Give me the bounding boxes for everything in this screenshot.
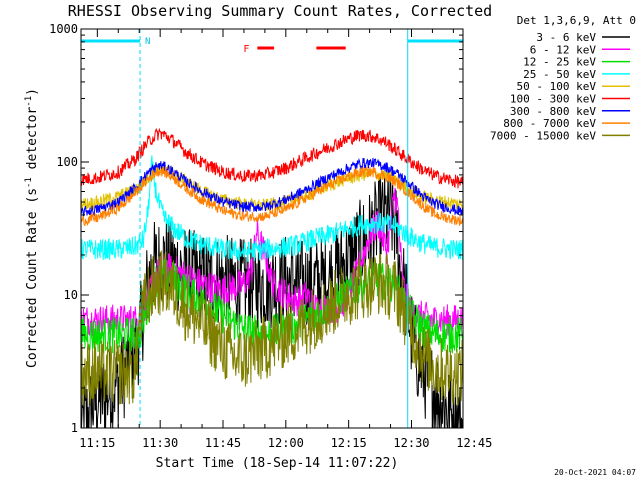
legend-label-3: 25 - 50 keV bbox=[523, 68, 596, 81]
y-axis-label-sup-1: -1 bbox=[24, 177, 34, 188]
legend-header: Det 1,3,6,9, Att 0 bbox=[517, 14, 636, 27]
series-line-8 bbox=[81, 250, 463, 407]
plot-frame bbox=[80, 28, 464, 429]
x-tick-label-4: 12:15 bbox=[331, 436, 367, 450]
y-tick-label-3: 1000 bbox=[49, 22, 78, 36]
x-tick-label-5: 12:30 bbox=[393, 436, 429, 450]
y-axis-label-part-2: detector bbox=[25, 107, 40, 178]
flare-label: F bbox=[243, 44, 249, 55]
y-tick-label-0: 1 bbox=[71, 421, 78, 435]
x-tick-label-0: 11:15 bbox=[79, 436, 115, 450]
legend-label-5: 100 - 300 keV bbox=[510, 93, 596, 106]
y-tick-label-1: 10 bbox=[64, 288, 78, 302]
legend-label-6: 300 - 800 keV bbox=[510, 105, 596, 118]
y-axis-label-sup-2: -1 bbox=[24, 96, 34, 107]
x-tick-label-2: 11:45 bbox=[205, 436, 241, 450]
y-tick-label-2: 100 bbox=[56, 155, 78, 169]
chart-title: RHESSI Observing Summary Count Rates, Co… bbox=[68, 2, 492, 20]
legend-label-8: 7000 - 15000 keV bbox=[490, 129, 596, 142]
plot-content bbox=[81, 29, 463, 428]
x-axis-label: Start Time (18-Sep-14 11:07:22) bbox=[156, 456, 399, 471]
legend-label-0: 3 - 6 keV bbox=[536, 31, 596, 44]
series-line-5 bbox=[81, 127, 463, 189]
legend-label-2: 12 - 25 keV bbox=[523, 56, 596, 69]
y-axis-label-part-1: Corrected Count Rate (s bbox=[25, 188, 40, 368]
x-tick-label-3: 12:00 bbox=[268, 436, 304, 450]
x-tick-label-6: 12:45 bbox=[456, 436, 492, 450]
legend-label-4: 50 - 100 keV bbox=[517, 80, 597, 93]
legend-label-1: 6 - 12 keV bbox=[530, 43, 597, 56]
x-tick-label-1: 11:30 bbox=[142, 436, 178, 450]
y-axis-label: Corrected Count Rate (s-1 detector-1) bbox=[24, 88, 40, 368]
legend-label-7: 800 - 7000 keV bbox=[503, 117, 596, 130]
series-line-3 bbox=[81, 155, 463, 262]
timestamp: 20-Oct-2021 04:07 bbox=[554, 468, 636, 477]
night-label: N bbox=[145, 37, 150, 47]
series-line-7 bbox=[81, 166, 463, 227]
axes: 11:15 11:30 11:45 12:00 12:15 12:30 12:45 1 10 10… bbox=[49, 22, 492, 450]
y-axis-label-part-3: ) bbox=[25, 88, 40, 96]
series-line-6 bbox=[81, 157, 463, 217]
